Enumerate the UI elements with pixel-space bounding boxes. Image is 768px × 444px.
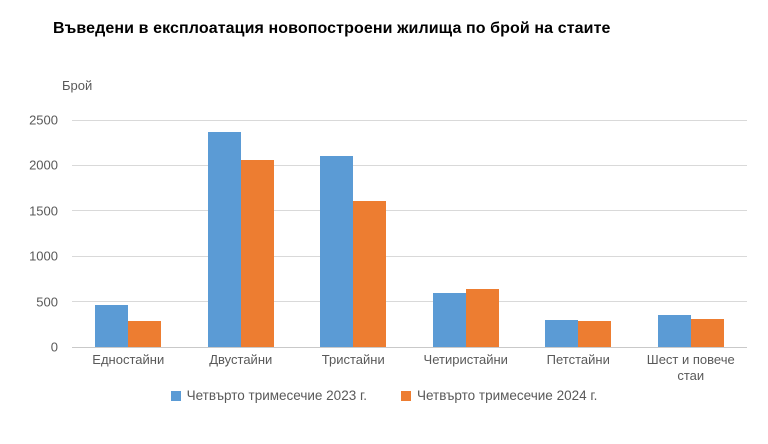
x-tick-label-2: Двустайни bbox=[209, 352, 273, 367]
bar-series2-category6 bbox=[690, 318, 724, 347]
legend-item-2: Четвърто тримесечие 2024 г. bbox=[401, 388, 597, 403]
legend: Четвърто тримесечие 2023 г. Четвърто трим… bbox=[0, 388, 768, 403]
x-tick-label-1: Едностайни bbox=[92, 352, 165, 367]
y-axis-title: Брой bbox=[62, 78, 93, 93]
bar-group-1 bbox=[72, 120, 185, 347]
bar-group-6 bbox=[635, 120, 748, 347]
x-tick-label-4: Четиристайни bbox=[423, 352, 508, 367]
bar-series1-category5 bbox=[545, 319, 579, 347]
y-tick-label-0: 0 bbox=[50, 339, 58, 355]
bar-group-2 bbox=[185, 120, 298, 347]
chart-title: Въведени в експлоатация новопостроени жи… bbox=[53, 20, 611, 37]
bar-series2-category2 bbox=[240, 159, 274, 347]
bar-groups bbox=[72, 120, 747, 347]
legend-item-1: Четвърто тримесечие 2023 г. bbox=[170, 388, 367, 403]
x-tick-label-5: Петстайни bbox=[546, 352, 610, 367]
x-tick-label-3: Тристайни bbox=[321, 352, 385, 367]
plot-area bbox=[72, 119, 747, 348]
y-tick-label-1000: 1000 bbox=[29, 248, 58, 264]
bar-group-3 bbox=[297, 120, 410, 347]
bar-series1-category2 bbox=[207, 131, 241, 347]
legend-swatch-icon bbox=[401, 390, 411, 401]
bar-group-5 bbox=[522, 120, 635, 347]
bar-series2-category5 bbox=[578, 321, 612, 347]
gridline-0 bbox=[72, 346, 747, 348]
legend-label-1: Четвърто тримесечие 2023 г. bbox=[186, 388, 367, 403]
x-tick-label-6: Шест и повече стаи bbox=[646, 352, 735, 383]
y-axis-ticks: 0 500 1000 1500 2000 2500 bbox=[0, 114, 58, 354]
bar-series1-category1 bbox=[95, 304, 129, 347]
gridline-2500 bbox=[72, 119, 747, 121]
gridline-1000 bbox=[72, 255, 747, 257]
gridline-1500 bbox=[72, 210, 747, 212]
gridline-500 bbox=[72, 301, 747, 303]
y-tick-label-500: 500 bbox=[36, 294, 58, 310]
bar-series2-category3 bbox=[353, 200, 387, 347]
gridline-2000 bbox=[72, 164, 747, 166]
bar-group-4 bbox=[410, 120, 523, 347]
bar-series2-category4 bbox=[465, 288, 499, 347]
y-tick-label-1500: 1500 bbox=[29, 203, 58, 219]
bar-series1-category4 bbox=[432, 292, 466, 347]
bar-series1-category6 bbox=[657, 314, 691, 347]
y-tick-label-2500: 2500 bbox=[29, 112, 58, 128]
bar-series1-category3 bbox=[320, 156, 354, 347]
y-tick-label-2000: 2000 bbox=[29, 157, 58, 173]
legend-label-2: Четвърто тримесечие 2024 г. bbox=[417, 388, 598, 403]
x-axis-labels: Едностайни Двустайни Тристайни Четиристайни… bbox=[72, 352, 747, 383]
bar-series2-category1 bbox=[128, 320, 162, 347]
legend-swatch-icon bbox=[170, 390, 181, 401]
